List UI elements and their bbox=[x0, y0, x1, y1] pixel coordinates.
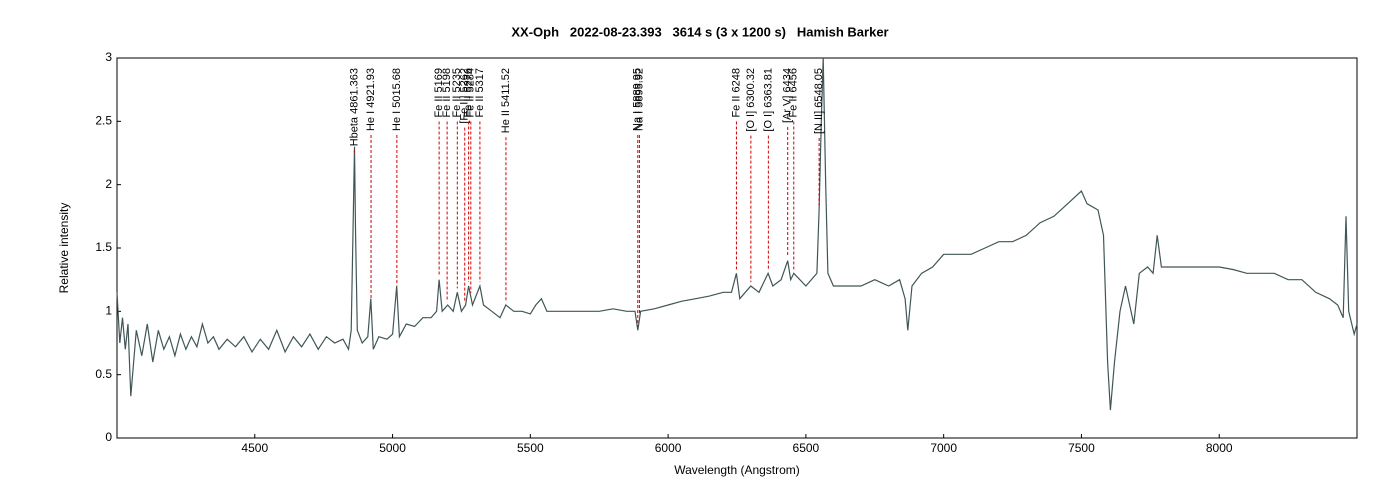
line-label: Fe II 5276 bbox=[463, 68, 475, 118]
line-label: Fe II 6248 bbox=[730, 68, 742, 118]
spectrum-line bbox=[116, 57, 1358, 411]
y-tick-label: 2.5 bbox=[95, 114, 112, 128]
x-tick-label: 5000 bbox=[379, 441, 406, 455]
line-label: He I 4921.93 bbox=[365, 68, 377, 131]
x-tick-label: 4500 bbox=[241, 441, 268, 455]
x-tick-label: 8000 bbox=[1206, 441, 1233, 455]
line-label: Fe II 5317 bbox=[474, 68, 486, 118]
y-tick-label: 1.5 bbox=[95, 240, 112, 254]
line-label: Fe II 5284 bbox=[465, 68, 477, 118]
line-label: Na I 5895.92 bbox=[633, 68, 645, 131]
line-label: He II 5411.52 bbox=[500, 68, 512, 133]
chart-title: XX-Oph 2022-08-23.393 3614 s (3 x 1200 s… bbox=[511, 24, 888, 39]
line-label: Fe II 5169 bbox=[433, 68, 445, 118]
y-tick-label: 2 bbox=[105, 177, 112, 191]
y-tick-label: 0 bbox=[105, 430, 112, 444]
x-tick-label: 5500 bbox=[517, 441, 544, 455]
y-tick-label: 1 bbox=[105, 304, 112, 318]
line-label: Fe II 5235 bbox=[451, 68, 463, 118]
line-label: He I 5015.68 bbox=[391, 68, 403, 131]
line-label: Na I 5889.95 bbox=[632, 68, 644, 131]
line-label: [O I] 6300.32 bbox=[745, 68, 757, 132]
x-tick-label: 6000 bbox=[655, 441, 682, 455]
y-tick-label: 0.5 bbox=[95, 367, 112, 381]
x-tick-label: 7000 bbox=[930, 441, 957, 455]
line-label: Hbeta 4861.363 bbox=[348, 68, 360, 146]
line-label: Fe II 6456 bbox=[788, 68, 800, 118]
y-tick-label: 3 bbox=[105, 50, 112, 64]
y-axis-label: Relative intensity bbox=[57, 203, 71, 294]
line-label: [N II] 6548.05 bbox=[813, 68, 825, 134]
line-label: [O I] 6363.81 bbox=[762, 68, 774, 132]
x-tick-label: 6500 bbox=[793, 441, 820, 455]
x-tick-label: 7500 bbox=[1068, 441, 1095, 455]
x-axis-label: Wavelength (Angstrom) bbox=[674, 463, 800, 477]
line-label: Fe II 5198 bbox=[441, 68, 453, 118]
line-label: [Fe II] 5262 bbox=[459, 68, 471, 124]
line-label: [Ar V] 6434 bbox=[782, 68, 794, 123]
